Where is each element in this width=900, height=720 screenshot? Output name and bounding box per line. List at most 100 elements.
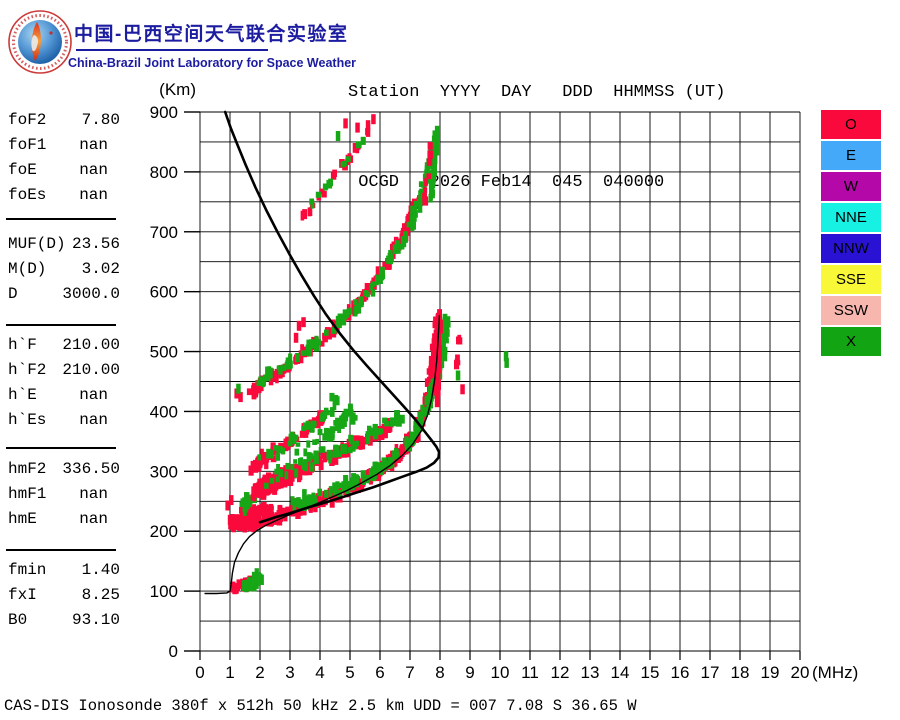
echo-point-X <box>342 446 348 453</box>
echo-point-X <box>441 324 445 330</box>
echo-point-O <box>343 118 348 129</box>
echo-point-X <box>337 317 343 323</box>
x-tick-label: 8 <box>435 663 444 682</box>
echo-point-X <box>263 482 269 489</box>
echo-point-O <box>250 460 256 472</box>
echo-point-O <box>300 344 305 354</box>
echo-point-X <box>431 161 437 169</box>
echo-point-O <box>288 475 295 481</box>
echo-point-X <box>276 464 280 472</box>
param-group-divider <box>6 549 116 551</box>
echo-point-O <box>429 343 435 351</box>
x-tick-label: 14 <box>611 663 630 682</box>
echo-point-O <box>435 371 441 381</box>
param-label: MUF(D) <box>8 235 66 253</box>
echo-point-X <box>401 237 407 248</box>
station-header-fields: Station YYYY DAY DDD HHMMSS (UT) <box>348 83 726 102</box>
echo-point-O <box>347 311 352 321</box>
echo-point-O <box>234 583 239 594</box>
echo-point-X <box>328 486 333 497</box>
echo-point-X <box>445 328 450 337</box>
echo-point-O <box>259 454 265 462</box>
echo-point-X <box>347 447 353 454</box>
param-row-foEs: foEs nan <box>8 183 120 208</box>
param-label: fxI <box>8 586 37 604</box>
legend-label: SSE <box>835 271 866 288</box>
echo-point-X <box>445 321 451 328</box>
echo-point-O <box>355 147 360 154</box>
echo-point-O <box>302 209 308 220</box>
echo-point-X <box>303 448 308 457</box>
echo-point-O <box>342 452 348 458</box>
echo-point-X <box>394 451 400 460</box>
echo-point-O <box>272 481 278 492</box>
x-tick-label: 12 <box>551 663 570 682</box>
echo-point-X <box>324 427 330 435</box>
x-tick-label: 2 <box>255 663 264 682</box>
echo-point-X <box>319 413 326 422</box>
echo-point-X <box>285 462 291 470</box>
echo-point-O <box>322 332 328 340</box>
echo-point-X <box>410 219 414 228</box>
echo-point-X <box>431 151 437 164</box>
echo-point-O <box>251 382 257 393</box>
param-row-hmE: hmE nan <box>8 507 120 532</box>
param-row-fxI: fxI 8.25 <box>8 583 120 608</box>
echo-point-O <box>432 333 436 343</box>
echo-point-O <box>398 455 403 462</box>
x-tick-label: 11 <box>521 663 539 682</box>
echo-point-X <box>259 376 265 386</box>
param-label: D <box>8 285 18 303</box>
echo-point-X <box>244 492 249 503</box>
echo-point-O <box>293 332 299 343</box>
echo-point-X <box>335 417 340 425</box>
legend-item-O: O <box>821 110 881 139</box>
param-label: hmF1 <box>8 485 47 503</box>
echo-point-X <box>426 177 431 184</box>
y-axis-unit-label: (Km) <box>159 80 196 99</box>
echo-point-X <box>275 453 280 461</box>
echo-point-O <box>265 506 271 514</box>
param-label: h`E <box>8 386 37 404</box>
x-tick-label: 5 <box>345 663 354 682</box>
param-value: 1.40 <box>81 561 120 579</box>
echo-point-X <box>414 200 418 207</box>
echo-point-O <box>236 522 241 528</box>
echo-point-X <box>442 329 447 338</box>
param-row-D: D 3000.0 <box>8 282 120 307</box>
echo-point-X <box>365 435 370 442</box>
echo-point-O <box>428 361 434 370</box>
echo-point-O <box>433 376 438 392</box>
echo-point-O <box>274 368 279 376</box>
echo-point-X <box>388 255 394 265</box>
echo-point-O <box>460 384 465 395</box>
echo-point-X <box>339 423 345 429</box>
echo-point-O <box>436 320 440 335</box>
echo-point-X <box>314 336 319 345</box>
echo-point-X <box>418 204 423 213</box>
param-row-hmF2: hmF2 336.50 <box>8 457 120 482</box>
scaled-parameters-panel: foF2 7.80 foF1 nan foE nan foEs nan MUF(D) 23.56 M… <box>0 0 130 660</box>
echo-point-O <box>270 516 276 523</box>
x-tick-label: 13 <box>581 663 600 682</box>
lab-logo-icon <box>8 10 72 74</box>
param-value: 210.00 <box>62 336 120 354</box>
echo-point-X <box>419 416 424 429</box>
legend-item-NNE: NNE <box>821 203 881 232</box>
echo-point-O <box>238 520 244 529</box>
param-value: 7.80 <box>81 111 120 129</box>
lab-brand: 中国-巴西空间天气联合实验室 China-Brazil Joint Labora… <box>6 5 356 80</box>
x-tick-label: 7 <box>405 663 414 682</box>
echo-point-O <box>238 392 243 403</box>
echo-point-X <box>412 213 417 222</box>
legend-item-SSE: SSE <box>821 265 881 294</box>
echo-point-O <box>364 283 371 292</box>
param-value: nan <box>79 161 108 179</box>
echo-point-X <box>290 463 295 471</box>
echo-point-X <box>324 489 329 498</box>
echo-point-X <box>309 453 314 460</box>
echo-point-O <box>327 330 332 340</box>
echo-point-O <box>298 355 304 364</box>
echo-point-X <box>330 407 335 417</box>
echo-point-O <box>382 261 388 268</box>
